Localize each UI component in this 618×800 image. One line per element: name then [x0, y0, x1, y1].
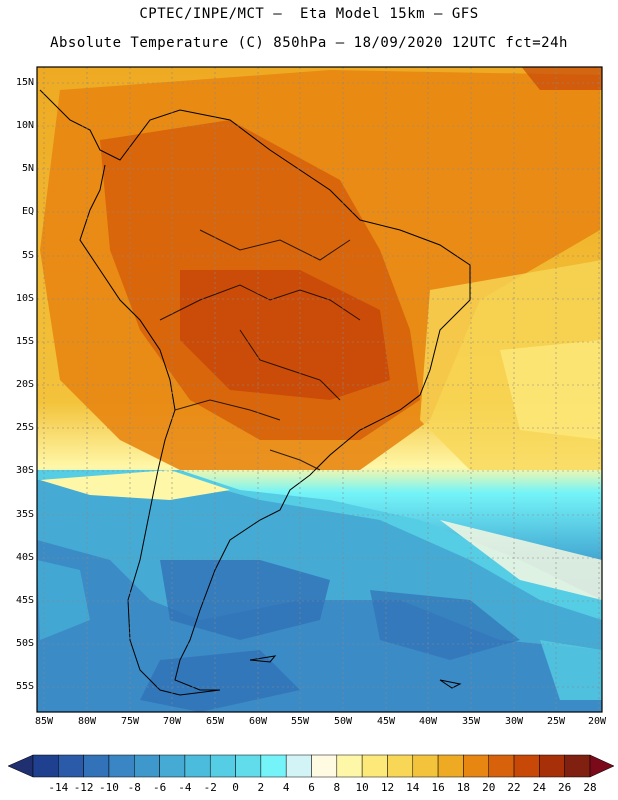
- lat-label: 50S: [15, 638, 34, 649]
- colorbar-swatch: [488, 754, 515, 778]
- lon-label: 75W: [120, 716, 140, 727]
- colorbar-tick-label: 2: [257, 781, 265, 794]
- lat-label: EQ: [21, 206, 34, 217]
- colorbar-tick-label: 12: [380, 781, 395, 794]
- lon-label: 60W: [248, 716, 268, 727]
- colorbar-under-arrow: [7, 754, 34, 778]
- colorbar-swatch: [134, 754, 160, 778]
- lon-label: 65W: [205, 716, 225, 727]
- colorbar-swatch: [412, 754, 439, 778]
- colorbar-swatch: [361, 754, 388, 778]
- colorbar-swatch: [336, 754, 363, 778]
- lon-label: 30W: [504, 716, 524, 727]
- colorbar-tick-label: 28: [583, 781, 597, 794]
- colorbar-tick-label: 0: [232, 781, 239, 794]
- colorbar-swatch: [463, 754, 489, 778]
- graticule: [37, 67, 602, 712]
- lat-label: 10N: [15, 120, 34, 131]
- temperature-field: [37, 67, 602, 712]
- colorbar-swatch: [513, 754, 540, 778]
- lon-label: 55W: [290, 716, 310, 727]
- colorbar-swatch: [184, 754, 211, 778]
- colorbar-tick-label: 10: [355, 781, 369, 794]
- colorbar-tick-label: -2: [203, 781, 217, 794]
- colorbar-tick-label: 16: [431, 781, 445, 794]
- colorbar-tick-label: -8: [127, 781, 141, 794]
- colorbar-swatch: [209, 754, 236, 778]
- colorbar-tick-label: -12: [73, 781, 94, 794]
- colorbar-swatch: [311, 754, 338, 778]
- lat-label: 5N: [21, 163, 34, 174]
- colorbar-tick-label: 20: [482, 781, 496, 794]
- lon-label: 35W: [461, 716, 481, 727]
- colorbar-tick-label: 24: [532, 781, 546, 794]
- lat-label: 20S: [15, 379, 34, 390]
- colorbar-swatch: [539, 754, 565, 778]
- colorbar-swatch: [564, 754, 591, 778]
- lon-label: 40W: [418, 716, 438, 727]
- chart-title-line1: CPTEC/INPE/MCT – Eta Model 15km – GFS: [139, 6, 479, 22]
- colorbar-swatch: [437, 754, 464, 778]
- lat-label: 15N: [15, 77, 34, 88]
- colorbar-swatch: [32, 754, 59, 778]
- lat-label: 15S: [15, 336, 34, 347]
- lat-label: 35S: [15, 509, 34, 520]
- colorbar-swatch: [83, 754, 110, 778]
- lat-label: 25S: [15, 422, 34, 433]
- lat-label: 10S: [15, 293, 34, 304]
- colorbar-swatch: [260, 754, 287, 778]
- coastline-outline: [39, 89, 471, 696]
- colorbar-tick-label: 6: [308, 781, 315, 794]
- colorbar-tick-label: -14: [48, 781, 69, 794]
- colorbar-tick-label: -6: [152, 781, 167, 794]
- lon-label: 25W: [546, 716, 566, 727]
- colorbar-tick-label: 18: [456, 781, 471, 794]
- colorbar-swatch: [285, 754, 312, 778]
- lat-label: 45S: [15, 595, 34, 606]
- colorbar-tick-label: -10: [99, 781, 119, 794]
- lon-label: 80W: [77, 716, 97, 727]
- lat-label: 55S: [15, 681, 34, 692]
- lat-label: 5S: [21, 250, 34, 261]
- lon-label: 45W: [376, 716, 396, 727]
- colorbar-swatch: [58, 754, 84, 778]
- colorbar-swatch: [159, 754, 186, 778]
- lon-label: 70W: [162, 716, 182, 727]
- plot-frame: [36, 66, 603, 713]
- colorbar-swatch: [235, 754, 262, 778]
- colorbar-tick-label: 4: [282, 781, 290, 794]
- colorbar-swatch: [108, 754, 135, 778]
- colorbar-swatch: [387, 754, 414, 778]
- colorbar-tick-label: 14: [406, 781, 420, 794]
- colorbar-tick-label: 22: [507, 781, 521, 794]
- colorbar: [7, 754, 615, 778]
- lon-label: 85W: [34, 716, 54, 727]
- lon-label: 20W: [587, 716, 607, 727]
- colorbar-over-arrow: [589, 754, 615, 778]
- chart-title-line2: Absolute Temperature (C) 850hPa – 18/09/…: [50, 35, 568, 51]
- colorbar-tick-label: -4: [178, 781, 192, 794]
- colorbar-tick-label: 26: [558, 781, 572, 794]
- colorbar-tick-label: 8: [333, 781, 341, 794]
- lon-label: 50W: [333, 716, 353, 727]
- lat-label: 30S: [15, 465, 34, 476]
- lat-label: 40S: [15, 552, 34, 563]
